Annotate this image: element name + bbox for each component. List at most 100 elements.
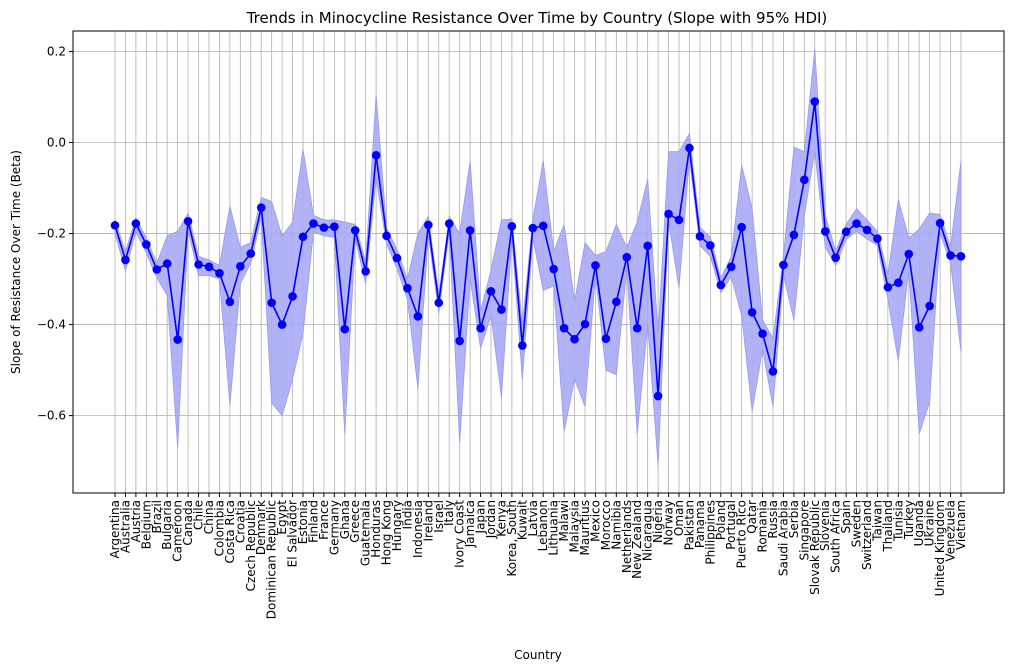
x-tick-label: Mexico (588, 500, 602, 542)
data-point (580, 319, 590, 329)
data-point (758, 329, 767, 338)
x-tick-label: Brazil (150, 500, 164, 534)
x-tick-label: Italy (442, 500, 456, 526)
data-point (789, 230, 799, 240)
x-tick-label: Panama (693, 500, 707, 548)
data-point (455, 336, 464, 346)
x-tick-label: Kenya (494, 500, 508, 537)
x-tick-label: Belgium (139, 500, 153, 549)
x-tick-label: Chile (192, 500, 206, 530)
data-point (309, 219, 318, 228)
x-tick-label: Switzerland (860, 500, 874, 570)
x-tick-label: Israel (432, 500, 446, 533)
data-point (841, 227, 851, 237)
x-tick-label: France (317, 500, 331, 540)
x-tick-label: Ireland (421, 500, 435, 542)
data-point (643, 241, 652, 251)
data-point (256, 203, 266, 212)
data-point (925, 301, 934, 311)
data-point (528, 223, 538, 233)
x-tick-label: Tunisia (891, 500, 905, 542)
y-tick-label: −0.4 (37, 318, 66, 332)
y-axis-ticks: 0.2 0.0 −0.2 −0.4 −0.6 (37, 44, 73, 423)
data-point (434, 298, 444, 308)
x-tick-label: Latvia (526, 500, 540, 537)
y-tick-label: −0.6 (37, 409, 66, 423)
data-point (706, 241, 715, 250)
data-point (298, 232, 308, 242)
data-point (737, 222, 746, 232)
x-tick-label: Austria (129, 500, 143, 542)
data-point (392, 253, 402, 263)
x-tick-label: Hungary (390, 500, 404, 551)
x-tick-label: Ghana (338, 500, 352, 539)
x-tick-label: Croatia (233, 500, 247, 543)
data-point (194, 260, 203, 269)
data-point (403, 283, 412, 293)
data-point (810, 97, 820, 106)
plot-frame (72, 30, 1005, 494)
y-tick-label: 0.0 (47, 136, 66, 150)
data-point (570, 334, 579, 344)
x-tick-label: Lebanon (536, 500, 550, 551)
data-point (330, 222, 339, 232)
data-point (591, 261, 600, 270)
data-point (820, 226, 830, 236)
x-tick-label: Jamaica (463, 500, 477, 548)
data-point (507, 221, 517, 231)
x-tick-label: Guatemala (359, 500, 373, 566)
x-tick-label: Russia (766, 500, 780, 539)
data-point (632, 323, 642, 333)
x-tick-label: Slovenia (818, 500, 832, 551)
x-tick-label: Czech Republic (244, 500, 258, 591)
data-point (465, 226, 475, 235)
x-tick-label: Nicaragua (641, 500, 655, 561)
x-tick-label: Qatar (745, 500, 759, 534)
x-tick-label: Turkey (902, 500, 916, 540)
x-tick-label: Thailand (881, 500, 895, 553)
data-point (413, 312, 423, 321)
data-point (862, 225, 872, 235)
data-point (162, 259, 172, 268)
x-tick-label: Dominican Republic (265, 500, 279, 619)
x-tick-label: Morocco (599, 500, 613, 550)
data-point (340, 324, 350, 334)
data-point (131, 219, 141, 228)
data-point (142, 240, 151, 249)
data-point (831, 253, 840, 262)
data-point (946, 251, 955, 260)
x-tick-label: New Zealand (630, 500, 644, 579)
data-point (518, 341, 527, 350)
data-point (497, 305, 506, 314)
x-tick-label: Spain (839, 500, 853, 534)
data-point (288, 292, 297, 301)
x-tick-label: Denmark (254, 500, 268, 555)
data-point (559, 323, 569, 333)
x-tick-label: Poland (714, 500, 728, 540)
x-tick-label: Serbia (787, 500, 801, 538)
x-tick-label: Nigeria (651, 500, 665, 543)
data-point (382, 231, 391, 241)
x-tick-label: Argentina (108, 500, 122, 559)
data-point (246, 249, 256, 258)
data-point (768, 367, 778, 376)
data-point (956, 252, 966, 261)
x-tick-label: Philippines (703, 500, 717, 565)
data-point (914, 323, 924, 332)
data-point (716, 280, 726, 290)
data-point (873, 234, 882, 243)
x-tick-label: Saudi Arabia (776, 500, 790, 576)
slope-line (114, 101, 962, 397)
data-point (726, 262, 736, 272)
x-tick-label: United Kingdom (933, 500, 947, 596)
x-tick-label: Korea, South (505, 500, 519, 577)
data-point (319, 223, 329, 232)
x-tick-label: Venezuela (944, 500, 958, 562)
data-point (747, 307, 757, 317)
data-point (883, 282, 893, 292)
x-tick-label: South Africa (829, 500, 843, 573)
data-point (664, 209, 673, 219)
data-point (894, 278, 903, 288)
data-point (204, 262, 214, 272)
x-tick-label: Malaysia (568, 500, 582, 552)
